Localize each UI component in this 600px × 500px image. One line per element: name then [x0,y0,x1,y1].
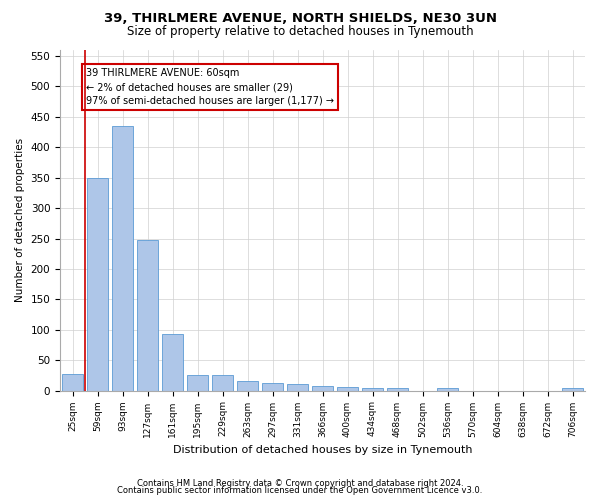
Bar [362,388,383,390]
X-axis label: Distribution of detached houses by size in Tynemouth: Distribution of detached houses by size … [173,445,472,455]
Bar [237,382,258,390]
Bar [187,376,208,390]
Bar [262,382,283,390]
Bar [337,387,358,390]
Bar [137,240,158,390]
Bar [387,388,408,390]
Bar [312,386,333,390]
Bar [112,126,133,390]
Bar [562,388,583,390]
Text: Contains HM Land Registry data © Crown copyright and database right 2024.: Contains HM Land Registry data © Crown c… [137,478,463,488]
Bar [62,374,83,390]
Bar [437,388,458,390]
Bar [87,178,108,390]
Bar [287,384,308,390]
Bar [212,376,233,390]
Text: 39 THIRLMERE AVENUE: 60sqm
← 2% of detached houses are smaller (29)
97% of semi-: 39 THIRLMERE AVENUE: 60sqm ← 2% of detac… [86,68,334,106]
Text: Size of property relative to detached houses in Tynemouth: Size of property relative to detached ho… [127,25,473,38]
Y-axis label: Number of detached properties: Number of detached properties [15,138,25,302]
Text: 39, THIRLMERE AVENUE, NORTH SHIELDS, NE30 3UN: 39, THIRLMERE AVENUE, NORTH SHIELDS, NE3… [104,12,497,26]
Text: Contains public sector information licensed under the Open Government Licence v3: Contains public sector information licen… [118,486,482,495]
Bar [162,334,183,390]
